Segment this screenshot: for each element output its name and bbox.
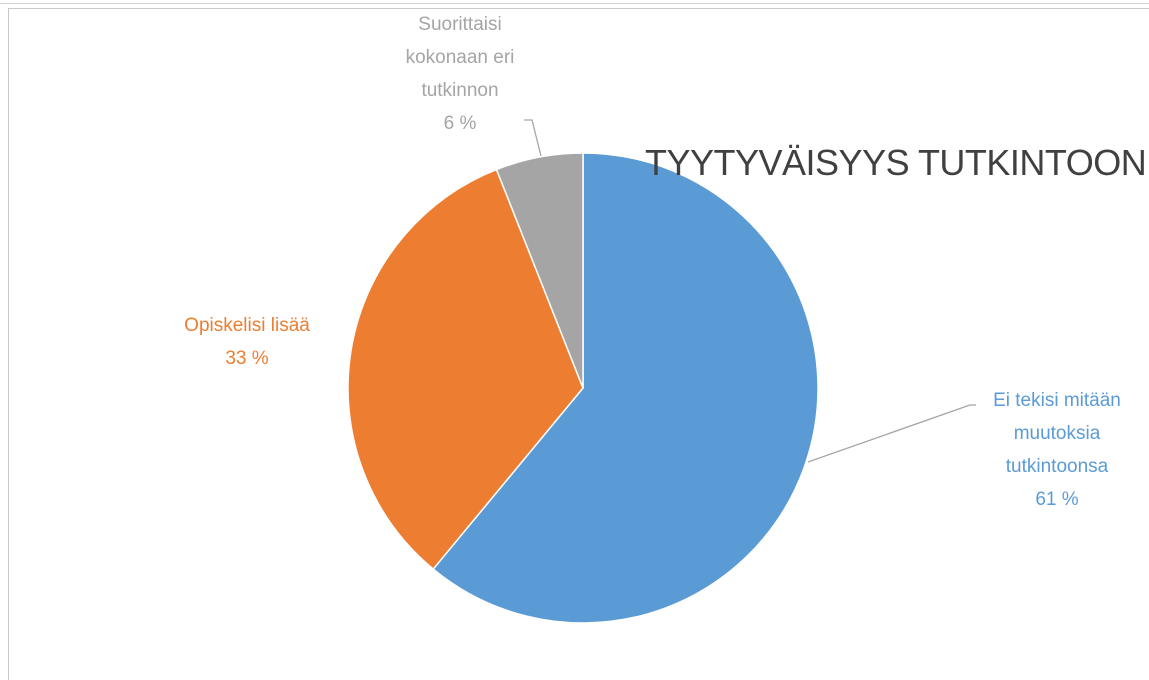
leader-line <box>807 404 971 463</box>
value-label: 6 % <box>443 113 477 134</box>
pie-slice <box>495 152 584 389</box>
category-label: Opiskelisi lisää <box>184 315 310 336</box>
data-label: Ei tekisi mitään muutoksia tutkintoonsa 6… <box>972 384 1142 516</box>
pie-slice <box>347 168 584 571</box>
chart-title: TYYTYVÄISYYS TUTKINTOON <box>645 142 1147 183</box>
value-label: 61 % <box>1035 489 1079 510</box>
pie-slice <box>432 152 819 624</box>
data-label: Opiskelisi lisää 33 % <box>157 309 337 375</box>
data-label: Suorittaisi kokonaan eri tutkinnon 6 % <box>395 8 525 140</box>
category-label: Suorittaisi kokonaan eri tutkinnon <box>405 14 515 101</box>
frame-line <box>0 3 1149 4</box>
leader-line <box>524 119 542 157</box>
chart-frame <box>8 8 1149 680</box>
value-label: 33 % <box>225 348 269 369</box>
category-label: Ei tekisi mitään muutoksia tutkintoonsa <box>993 390 1121 477</box>
